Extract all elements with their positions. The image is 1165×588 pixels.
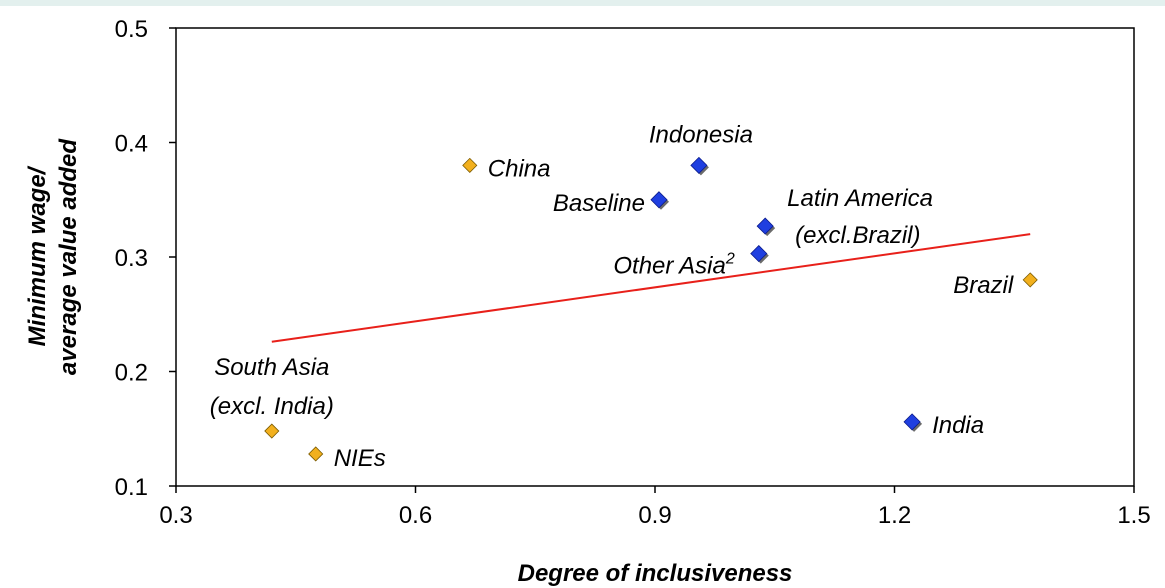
data-points: Baseline Indonesia Latin America (excl.Braz… — [210, 121, 1038, 472]
point-marker-nies — [308, 446, 324, 462]
point-label: Latin America — [787, 185, 933, 212]
x-axis-title: Degree of inclusiveness — [518, 560, 793, 587]
point-marker-south-asia — [264, 423, 280, 439]
y-tick-label: 0.4 — [115, 131, 148, 158]
trendline — [271, 233, 1031, 343]
point-label: India — [932, 412, 984, 439]
point-label: South Asia — [214, 354, 329, 381]
y-tick-label: 0.2 — [115, 360, 148, 387]
point-marker-latin-america — [756, 217, 774, 235]
point-marker-baseline — [650, 191, 668, 209]
x-tick-label: 1.5 — [1117, 502, 1150, 529]
x-tick-label: 0.9 — [638, 502, 671, 529]
y-tick-label: 0.5 — [115, 16, 148, 43]
y-axis-title-line-2: average value added — [55, 138, 82, 375]
y-axis: 0.1 0.2 0.3 0.4 0.5 — [115, 16, 176, 501]
point-label: NIEs — [334, 445, 386, 472]
y-tick-label: 0.3 — [115, 245, 148, 272]
y-axis-title-line-1: Minimum wage/ — [24, 165, 51, 346]
point-marker-india — [903, 413, 921, 431]
point-label: China — [488, 155, 551, 182]
point-label-superscript: 2 — [725, 251, 735, 268]
x-axis: 0.3 0.6 0.9 1.2 1.5 — [159, 486, 1151, 529]
y-tick-label: 0.1 — [115, 474, 148, 501]
top-band — [0, 0, 1165, 6]
point-label: Indonesia — [649, 121, 753, 148]
x-tick-label: 0.3 — [159, 502, 192, 529]
y-axis-title: Minimum wage/ average value added — [24, 138, 82, 375]
x-tick-label: 0.6 — [399, 502, 432, 529]
point-marker-other-asia — [750, 244, 768, 263]
point-marker-china — [462, 157, 478, 173]
point-label-line-2: (excl. India) — [210, 393, 334, 420]
x-tick-label: 1.2 — [878, 502, 911, 529]
point-marker-indonesia — [690, 156, 708, 174]
point-marker-brazil — [1022, 272, 1038, 288]
point-label: Brazil — [953, 272, 1014, 299]
point-label: Other Asia2 — [613, 251, 735, 280]
point-label-line-2: (excl.Brazil) — [795, 222, 920, 249]
point-label: Baseline — [553, 190, 645, 217]
